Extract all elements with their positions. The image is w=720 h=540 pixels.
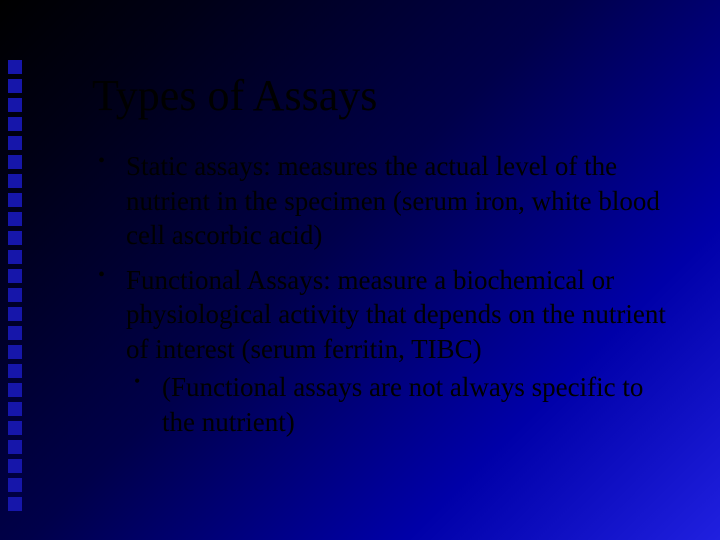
list-item: Functional Assays: measure a biochemical… (90, 263, 680, 440)
sub-bullet-text: (Functional assays are not always specif… (162, 372, 643, 437)
slide-content: Types of Assays Static assays: measures … (0, 0, 720, 540)
bullet-list: Static assays: measures the actual level… (90, 149, 680, 439)
bullet-text: Static assays: measures the actual level… (126, 151, 660, 250)
list-item: Static assays: measures the actual level… (90, 149, 680, 253)
bullet-text: Functional Assays: measure a biochemical… (126, 265, 666, 364)
list-item: (Functional assays are not always specif… (126, 370, 680, 439)
sub-bullet-list: (Functional assays are not always specif… (126, 370, 680, 439)
slide-title: Types of Assays (92, 70, 680, 121)
